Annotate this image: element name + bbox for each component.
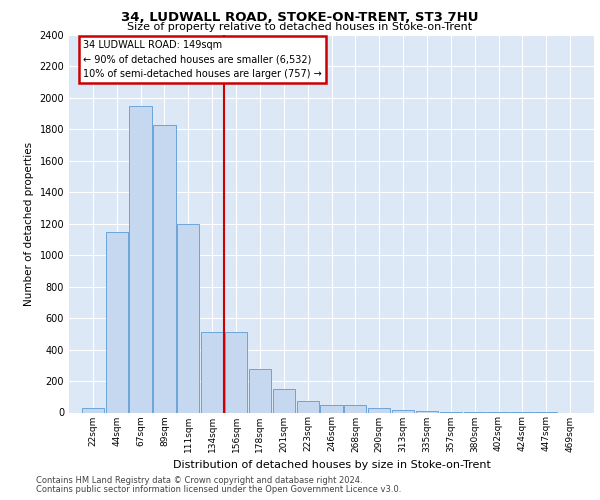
Bar: [320, 404, 343, 412]
Text: Contains public sector information licensed under the Open Government Licence v3: Contains public sector information licen…: [36, 485, 401, 494]
Bar: [225, 332, 247, 412]
Bar: [130, 106, 152, 412]
Bar: [296, 400, 319, 412]
Text: 34 LUDWALL ROAD: 149sqm
← 90% of detached houses are smaller (6,532)
10% of semi: 34 LUDWALL ROAD: 149sqm ← 90% of detache…: [83, 40, 322, 80]
X-axis label: Distribution of detached houses by size in Stoke-on-Trent: Distribution of detached houses by size …: [173, 460, 490, 470]
Bar: [177, 224, 199, 412]
Text: Size of property relative to detached houses in Stoke-on-Trent: Size of property relative to detached ho…: [127, 22, 473, 32]
Bar: [272, 389, 295, 412]
Bar: [344, 404, 367, 412]
Bar: [201, 332, 223, 412]
Bar: [416, 411, 438, 412]
Text: 34, LUDWALL ROAD, STOKE-ON-TRENT, ST3 7HU: 34, LUDWALL ROAD, STOKE-ON-TRENT, ST3 7H…: [121, 11, 479, 24]
Bar: [392, 410, 414, 412]
Bar: [106, 232, 128, 412]
Text: Contains HM Land Registry data © Crown copyright and database right 2024.: Contains HM Land Registry data © Crown c…: [36, 476, 362, 485]
Bar: [82, 408, 104, 412]
Bar: [249, 369, 271, 412]
Bar: [154, 124, 176, 412]
Y-axis label: Number of detached properties: Number of detached properties: [24, 142, 34, 306]
Bar: [368, 408, 391, 412]
